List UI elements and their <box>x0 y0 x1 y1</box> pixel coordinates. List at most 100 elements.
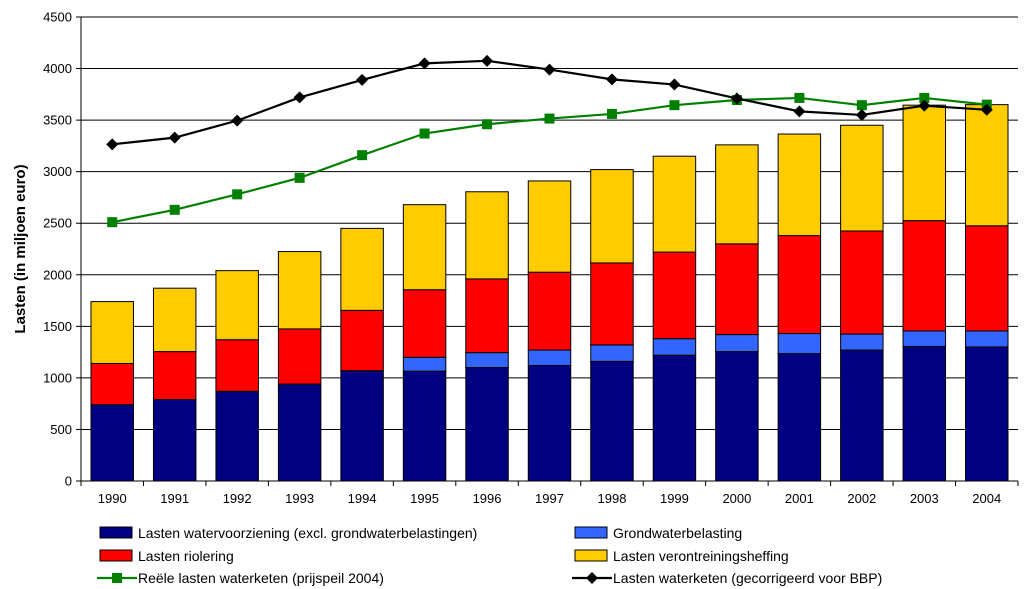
data-point <box>794 92 805 103</box>
data-point <box>855 108 868 121</box>
data-point <box>793 105 806 118</box>
bar-segment <box>902 345 947 482</box>
bar-segment <box>652 155 697 253</box>
data-point <box>356 73 369 86</box>
bar-segment <box>465 367 509 482</box>
data-point <box>918 99 931 112</box>
legend-item: Lasten watervoorziening (excl. grondwate… <box>99 525 477 541</box>
data-point <box>668 78 681 91</box>
x-tick-label: 2000 <box>722 491 751 506</box>
bar-segment <box>277 383 322 482</box>
bar-segment <box>465 352 509 369</box>
x-tick-label: 1995 <box>410 491 439 506</box>
data-point <box>107 217 118 228</box>
bar-segment <box>402 289 447 358</box>
legend-swatch <box>99 526 133 539</box>
data-point <box>605 73 618 86</box>
data-point <box>543 63 556 76</box>
bar-segment <box>902 104 947 222</box>
bar-segment <box>965 330 1009 348</box>
legend-marker <box>112 573 122 583</box>
legend-item: Grondwaterbelasting <box>574 525 742 541</box>
bar-segment <box>902 220 947 332</box>
bar-segment <box>777 235 822 335</box>
bar-segment <box>902 330 947 347</box>
bar-segment <box>402 356 447 372</box>
data-point <box>669 100 680 111</box>
bar-segment <box>465 191 509 280</box>
bars <box>90 104 1009 482</box>
y-tick-label: 4500 <box>43 10 72 25</box>
data-point <box>232 189 243 200</box>
bar-segment <box>715 334 759 353</box>
x-tick-label: 1999 <box>660 491 689 506</box>
bar-segment <box>652 251 697 340</box>
bar-segment <box>340 370 384 482</box>
legend-label: Grondwaterbelasting <box>613 525 742 541</box>
legend-item: Lasten riolering <box>99 548 234 564</box>
bar-segment <box>590 169 634 264</box>
legend-item: Reële lasten waterketen (prijspeil 2004) <box>97 570 384 586</box>
x-tick-label: 2003 <box>910 491 939 506</box>
bar-segment <box>215 270 259 341</box>
bar-segment <box>840 124 884 232</box>
bar-segment <box>152 351 197 401</box>
bar-segment <box>340 309 384 372</box>
bar-segment <box>277 328 322 385</box>
legend-label: Reële lasten waterketen (prijspeil 2004) <box>138 570 384 586</box>
y-tick-label: 2000 <box>43 267 72 282</box>
bar-segment <box>465 278 509 354</box>
bar-segment <box>90 362 134 406</box>
bar-segment <box>152 399 197 482</box>
bar-segment <box>715 243 759 336</box>
bar-segment <box>777 133 822 237</box>
y-tick-label: 1000 <box>43 370 72 385</box>
bar-segment <box>527 180 572 273</box>
bar-segment <box>965 346 1009 482</box>
data-point <box>544 113 555 124</box>
lines <box>106 54 993 228</box>
x-tick-label: 1993 <box>285 491 314 506</box>
y-tick-label: 0 <box>65 474 72 489</box>
x-tick-label: 2001 <box>785 491 814 506</box>
legend-label: Lasten watervoorziening (excl. grondwate… <box>138 525 477 541</box>
data-point <box>231 114 244 127</box>
data-point <box>294 172 305 183</box>
data-point <box>168 131 181 144</box>
bar-segment <box>840 230 884 335</box>
bar-segment <box>152 287 197 353</box>
data-point <box>919 92 930 103</box>
bar-segment <box>777 353 822 482</box>
y-tick-label: 3500 <box>43 113 72 128</box>
legend: Lasten watervoorziening (excl. grondwate… <box>97 525 882 586</box>
tick-labels: 0 500 1000 1500 2000 2500 3000 3500 4000 4500 1990… <box>43 10 1001 507</box>
legend-label: Lasten verontreiningsheffing <box>613 548 789 564</box>
bar-segment <box>777 333 822 355</box>
legend-swatch <box>574 526 608 539</box>
data-point <box>606 108 617 119</box>
legend-item: Lasten verontreiningsheffing <box>574 548 789 564</box>
data-point <box>169 204 180 215</box>
bar-segment <box>527 365 572 482</box>
bar-segment <box>340 227 384 311</box>
x-tick-label: 1997 <box>535 491 564 506</box>
legend-label: Lasten riolering <box>138 548 234 564</box>
bar-segment <box>840 349 884 482</box>
y-tick-label: 4000 <box>43 61 72 76</box>
bar-segment <box>527 349 572 367</box>
bar-segment <box>402 370 447 482</box>
bar-segment <box>840 333 884 351</box>
x-tick-label: 1994 <box>348 491 377 506</box>
bar-segment <box>590 344 634 362</box>
x-tick-label: 2002 <box>847 491 876 506</box>
bar-segment <box>215 390 259 482</box>
legend-label: Lasten waterketen (gecorrigeerd voor BBP… <box>613 570 882 586</box>
bar-segment <box>652 354 697 482</box>
bar-segment <box>715 351 759 482</box>
x-tick-label: 1998 <box>598 491 627 506</box>
data-point <box>730 92 743 105</box>
legend-item: Lasten waterketen (gecorrigeerd voor BBP… <box>572 570 882 586</box>
data-point <box>419 128 430 139</box>
data-point <box>856 100 867 111</box>
